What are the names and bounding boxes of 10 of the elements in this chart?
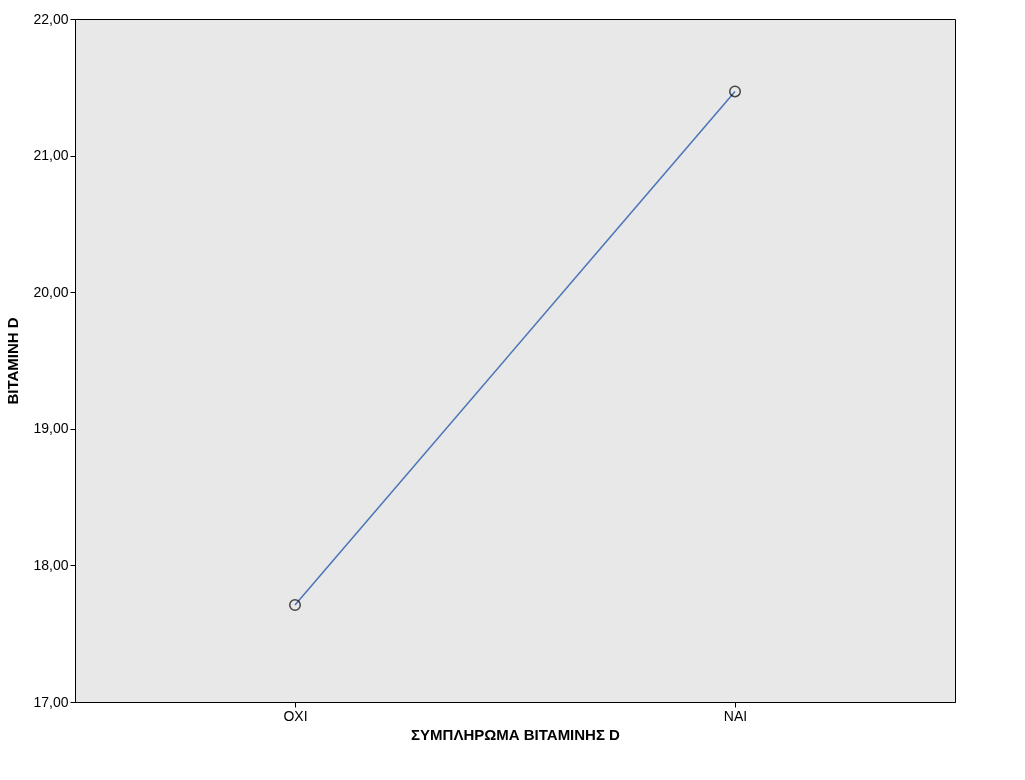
y-axis-title: ΒΙΤΑΜΙΝΗ D	[4, 317, 22, 405]
y-tick-label: 20,00	[33, 283, 69, 300]
y-tick-label: 18,00	[33, 556, 69, 573]
x-axis-title: ΣΥΜΠΛΗΡΩΜΑ ΒΙΤΑΜΙΝΗΣ D	[411, 725, 621, 743]
y-tick-label: 22,00	[33, 10, 69, 27]
y-tick-label: 19,00	[33, 420, 69, 437]
y-tick-label: 17,00	[33, 693, 69, 710]
y-tick-label: 21,00	[33, 147, 69, 164]
x-tick-label: ΝΑΙ	[723, 707, 748, 724]
x-tick-label: ΟΧΙ	[283, 707, 308, 724]
